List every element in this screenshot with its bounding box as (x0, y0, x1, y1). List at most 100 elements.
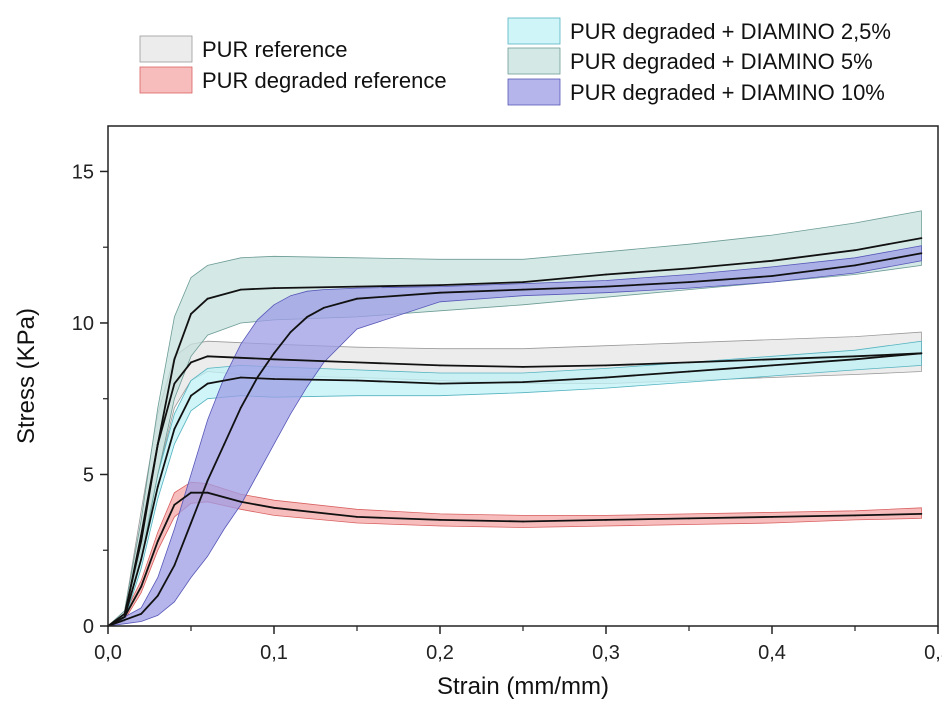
data-point (522, 288, 524, 291)
legend-swatch (139, 35, 193, 63)
data-point (123, 616, 126, 618)
data-point (156, 594, 159, 597)
data-point (854, 358, 856, 361)
data-point (173, 428, 176, 430)
x-tick-label: 0,2 (426, 642, 454, 664)
x-axis-title: Strain (mm/mm) (437, 673, 609, 700)
data-point (190, 394, 192, 397)
legend: PUR reference PUR degraded reference PUR d… (139, 17, 891, 106)
data-point (239, 406, 242, 409)
x-tick-label: 0,4 (758, 642, 786, 664)
data-point (289, 331, 292, 333)
data-point (605, 273, 607, 276)
data-point (920, 252, 923, 255)
data-point (771, 358, 773, 361)
legend-swatch (507, 47, 561, 75)
series-4 (107, 237, 923, 627)
data-point (854, 264, 856, 267)
data-point (123, 613, 126, 615)
series-5 (107, 252, 923, 627)
data-point (256, 376, 259, 379)
data-point (273, 378, 275, 380)
data-point (522, 281, 524, 283)
data-point (239, 288, 242, 291)
data-point (522, 381, 524, 383)
legend-item: PUR degraded + DIAMINO 5% (507, 47, 873, 75)
data-point (439, 291, 441, 294)
data-point (522, 520, 524, 523)
data-point (688, 267, 690, 270)
data-point (206, 382, 209, 385)
data-point (173, 564, 176, 567)
series-3 (107, 352, 923, 627)
legend-label: PUR degraded + DIAMINO 10% (570, 80, 885, 105)
legend-swatch (507, 78, 561, 106)
legend-swatch (139, 66, 193, 94)
data-point (356, 285, 358, 288)
legend-swatch (507, 17, 561, 45)
data-point (771, 275, 773, 277)
data-point (605, 376, 607, 379)
data-point (206, 297, 209, 300)
data-point (356, 516, 358, 518)
mean-line-layer (107, 237, 923, 627)
x-tick-label: 0,1 (260, 642, 288, 664)
y-tick-label: 5 (83, 464, 94, 486)
data-point (356, 297, 358, 300)
x-tick-label: 0,0 (94, 642, 122, 664)
data-point (273, 358, 275, 361)
data-point (140, 540, 143, 543)
data-point (688, 370, 690, 373)
data-point (223, 443, 226, 446)
data-point (190, 361, 192, 364)
y-axis: 0 5 10 15 (72, 161, 108, 638)
data-point (206, 479, 209, 482)
data-point (190, 522, 192, 524)
data-point (206, 355, 209, 358)
data-point (156, 485, 159, 488)
data-point (920, 237, 923, 240)
data-point (322, 306, 325, 309)
data-point (522, 366, 524, 368)
data-point (273, 352, 275, 355)
y-tick-label: 15 (72, 161, 94, 183)
y-axis-title: Stress (KPa) (13, 308, 40, 444)
data-point (140, 585, 143, 588)
data-point (771, 516, 773, 518)
data-point (854, 355, 856, 358)
x-tick-label: 0,3 (592, 642, 620, 664)
y-tick-label: 0 (83, 616, 94, 638)
legend-label: PUR degraded + DIAMINO 5% (570, 49, 873, 74)
data-point (688, 361, 690, 364)
data-point (771, 259, 773, 262)
legend-item: PUR reference (139, 35, 348, 63)
data-point (439, 382, 441, 385)
data-point (273, 287, 275, 289)
x-axis: 0,0 0,1 0,2 0,3 0,4 0,5 (94, 626, 942, 664)
data-point (273, 506, 275, 509)
data-point (605, 519, 607, 521)
data-point (239, 500, 242, 503)
data-point (920, 513, 923, 515)
data-point (854, 514, 856, 517)
data-point (156, 540, 159, 543)
data-point (439, 519, 441, 521)
data-point (920, 352, 923, 355)
data-point (190, 491, 192, 494)
data-point (173, 358, 176, 361)
data-point (356, 361, 358, 364)
data-point (140, 613, 143, 615)
legend-label: PUR degraded reference (202, 68, 447, 93)
data-point (140, 558, 143, 561)
legend-item: PUR degraded reference (139, 66, 447, 94)
legend-label: PUR degraded + DIAMINO 2,5% (570, 19, 891, 44)
data-point (854, 249, 856, 252)
data-point (173, 382, 176, 385)
data-point (605, 285, 607, 288)
legend-item: PUR degraded + DIAMINO 2,5% (507, 17, 891, 45)
data-point (771, 364, 773, 367)
data-point (156, 443, 159, 446)
data-point (439, 284, 441, 286)
data-point (239, 376, 242, 379)
